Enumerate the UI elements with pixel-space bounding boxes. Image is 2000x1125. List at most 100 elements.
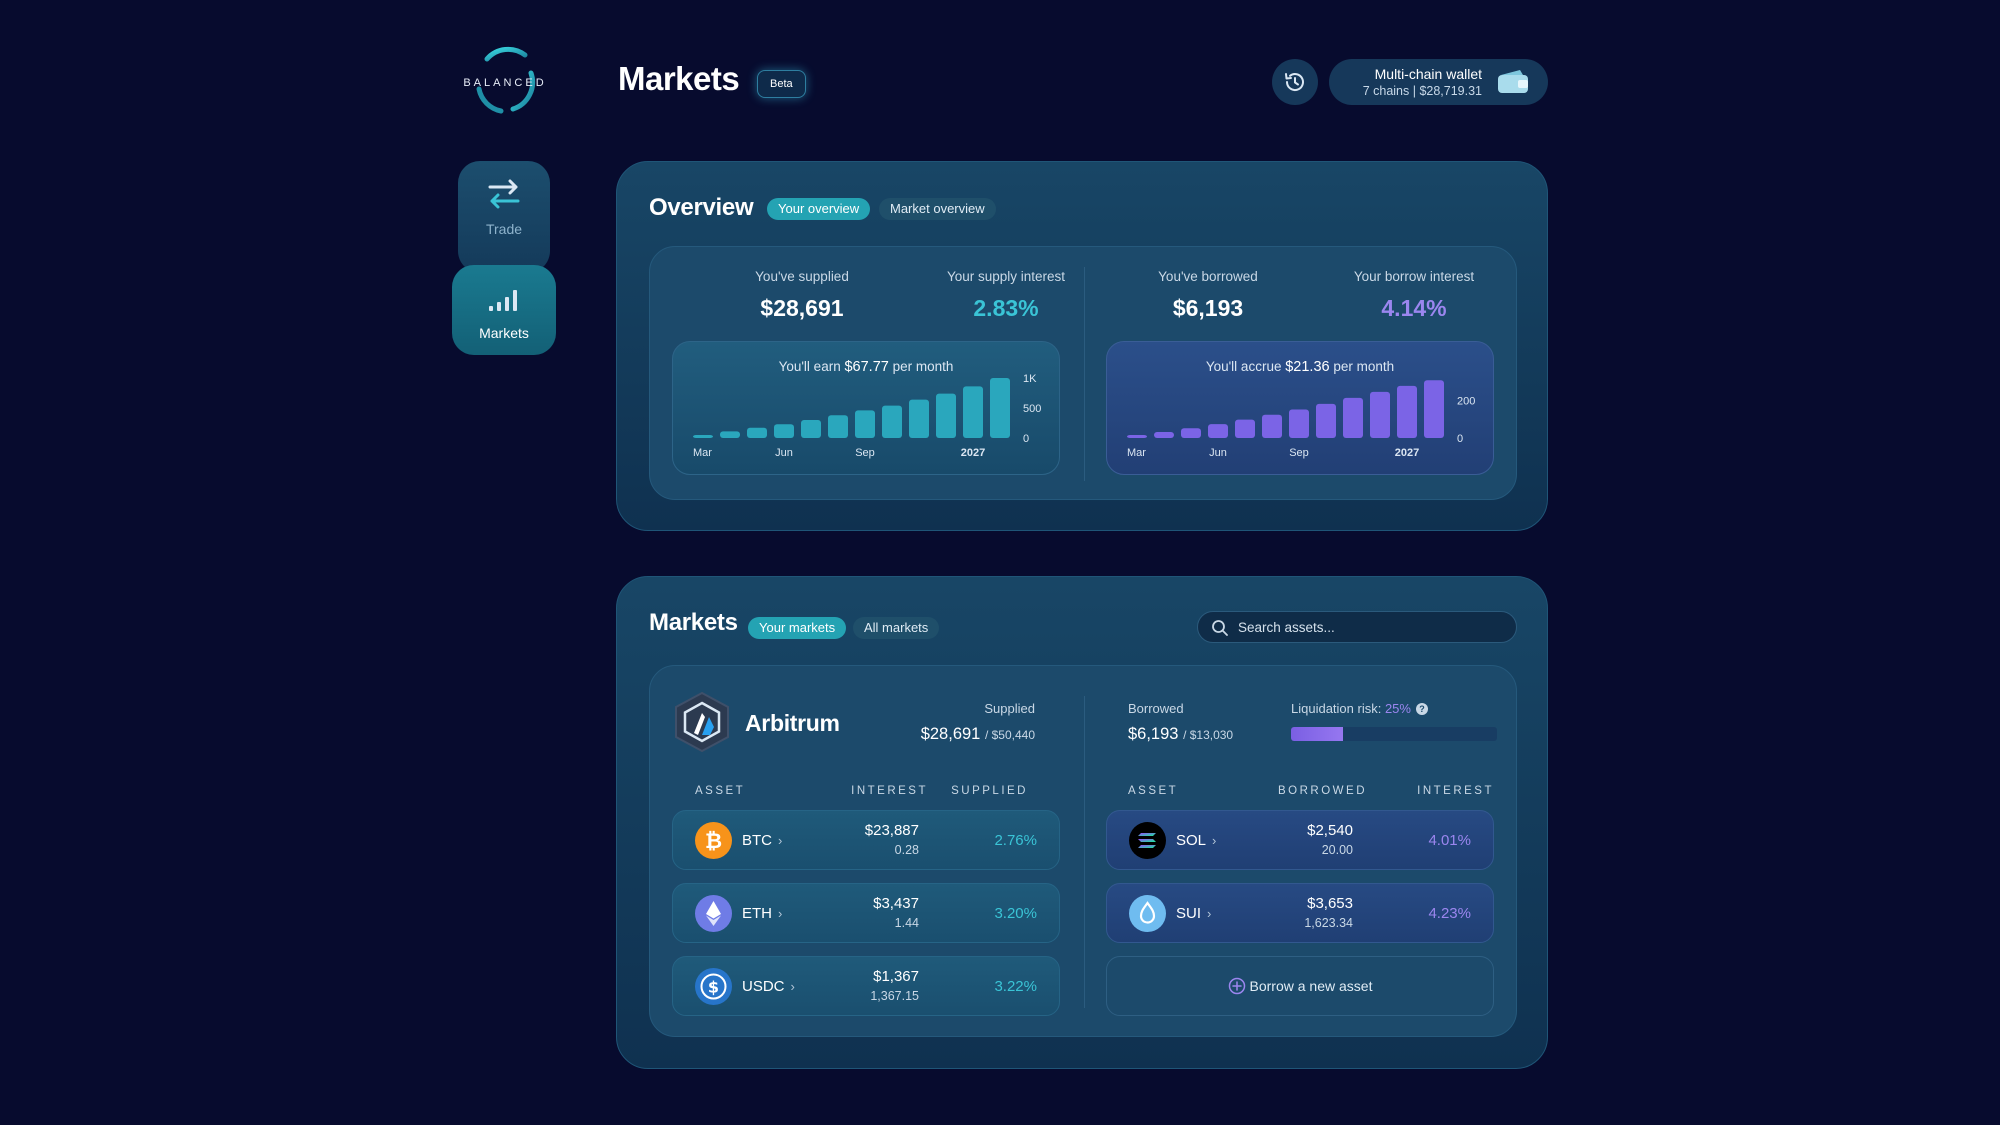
accrue-prefix: You'll accrue [1205, 359, 1282, 374]
plus-circle-icon [1228, 977, 1245, 995]
borrow-new-asset-text: Borrow a new asset [1249, 978, 1373, 994]
overview-panel: Overview Your overview Market overview Y… [616, 161, 1548, 531]
history-button[interactable] [1272, 59, 1318, 105]
beta-badge: Beta [757, 70, 806, 98]
tab-your-markets[interactable]: Your markets [748, 617, 847, 639]
borrow-col-borrowed: BORROWED [1278, 785, 1367, 797]
asset-symbol: ETH › [742, 905, 782, 922]
search-box[interactable] [1197, 611, 1517, 643]
borrow-new-asset-button[interactable]: Borrow a new asset [1106, 956, 1494, 1016]
borrow-interest-label: Your borrow interest [1353, 269, 1475, 284]
supplied-asset-row-btc[interactable]: ₿ BTC › $23,887 0.28 2.76% [672, 810, 1060, 870]
chart-bar [1127, 435, 1147, 438]
tab-all-markets[interactable]: All markets [853, 617, 940, 639]
chevron-right-icon: › [778, 906, 783, 921]
ethereum-icon [695, 895, 732, 932]
supply-interest-label: Your supply interest [946, 269, 1066, 284]
chart-bar [1343, 397, 1363, 438]
borrow-col-interest: INTEREST [1417, 785, 1494, 797]
supply-chart-svg: Mar Jun Sep 2027 0 500 1K [693, 373, 1041, 459]
arbitrum-market-card: Arbitrum Supplied $28,691 / $50,440 Borr… [649, 665, 1517, 1037]
asset-interest-rate: 3.20% [994, 905, 1037, 922]
asset-symbol: BTC › [742, 832, 782, 849]
asset-symbol-text: SUI [1176, 905, 1202, 922]
borrowed-asset-row-sol[interactable]: SOL › $2,540 20.00 4.01% [1106, 810, 1494, 870]
accrue-projection-text: You'll accrue $21.36 per month [1107, 359, 1493, 375]
borrowed-value: $6,193 [1172, 295, 1244, 321]
chain-name: Arbitrum [745, 710, 840, 736]
sidebar-item-trade[interactable]: Trade [458, 161, 550, 273]
chain-supplied-cap: / $50,440 [984, 728, 1035, 742]
asset-usd-value: $1,367 [873, 968, 919, 985]
arbitrum-logo-icon [675, 691, 729, 753]
borrow-interest-value: 4.14% [1381, 295, 1447, 321]
chart-bar [963, 386, 983, 438]
supplied-asset-row-usdc[interactable]: $ USDC › $1,367 1,367.15 3.22% [672, 956, 1060, 1016]
chain-borrowed-amount: $6,193 [1128, 725, 1179, 743]
supplied-asset-row-eth[interactable]: ETH › $3,437 1.44 3.20% [672, 883, 1060, 943]
borrow-accrual-chart: Mar Jun Sep 2027 0 200 You'll accrue $21.36 p… [1106, 341, 1494, 475]
chart-bar [693, 435, 713, 438]
x-tick-label: Mar [1127, 447, 1146, 459]
x-tick-label: Jun [775, 447, 793, 459]
markets-title: Markets [649, 609, 738, 636]
asset-symbol-text: USDC [742, 978, 785, 995]
chart-bar [855, 410, 875, 438]
search-input[interactable] [1238, 612, 1508, 642]
bitcoin-icon: ₿ [695, 822, 732, 859]
sidebar-item-markets[interactable]: Markets [452, 265, 556, 355]
asset-symbol-text: SOL [1176, 832, 1207, 849]
chart-bar [1208, 424, 1228, 438]
earn-amount: $67.77 [844, 359, 889, 375]
supply-col-supplied: SUPPLIED [951, 785, 1028, 797]
help-icon[interactable]: ? [1415, 703, 1428, 715]
asset-interest-rate: 4.23% [1428, 905, 1471, 922]
chart-bar [1370, 391, 1390, 438]
logo-text: BALANCED [463, 77, 547, 89]
asset-amount: $23,887 0.28 [865, 822, 919, 857]
asset-usd-value: $23,887 [864, 822, 919, 839]
svg-text:$: $ [708, 978, 719, 997]
divider [1084, 696, 1085, 1008]
asset-usd-value: $2,540 [1307, 822, 1353, 839]
chain-supplied-value: $28,691 / $50,440 [921, 725, 1035, 744]
signal-bars-icon [489, 290, 517, 311]
supply-col-asset: ASSET [695, 785, 746, 797]
x-tick-label: 2027 [961, 447, 985, 459]
page-title: Markets [618, 60, 740, 97]
earn-suffix: per month [892, 359, 954, 374]
chain-borrowed-value: $6,193 / $13,030 [1128, 725, 1233, 744]
asset-symbol: USDC › [742, 978, 795, 995]
chevron-right-icon: › [1207, 906, 1212, 921]
tab-your-overview[interactable]: Your overview [767, 198, 871, 220]
chart-bar [774, 424, 794, 438]
chart-bar [1235, 419, 1255, 438]
chart-bar [1262, 414, 1282, 438]
chart-bar [1154, 432, 1174, 438]
multichain-wallet-button[interactable]: Multi-chain wallet 7 chains | $28,719.31 [1329, 59, 1548, 105]
accrue-suffix: per month [1333, 359, 1395, 374]
sui-icon [1129, 895, 1166, 932]
borrowed-label: You've borrowed [1158, 269, 1258, 284]
asset-quantity: 1,623.34 [1304, 916, 1353, 930]
overview-summary-card: You've supplied $28,691 Your supply inte… [649, 246, 1517, 500]
chevron-right-icon: › [778, 833, 783, 848]
svg-text:₿: ₿ [705, 829, 722, 853]
balanced-logo[interactable]: BALANCED [455, 45, 555, 120]
x-tick-label: Sep [1289, 447, 1309, 459]
asset-interest-rate: 2.76% [994, 832, 1037, 849]
y-tick-label: 500 [1023, 403, 1041, 415]
chart-bar [1289, 409, 1309, 438]
x-tick-label: Mar [693, 447, 712, 459]
chart-bar [882, 405, 902, 438]
wallet-subtitle: 7 chains | $28,719.31 [1362, 84, 1482, 98]
chain-supplied-label: Supplied [984, 701, 1035, 716]
asset-symbol: SOL › [1176, 832, 1216, 849]
supply-col-interest: INTEREST [851, 785, 928, 797]
chart-bar [747, 427, 767, 438]
borrowed-asset-row-sui[interactable]: SUI › $3,653 1,623.34 4.23% [1106, 883, 1494, 943]
asset-quantity: 20.00 [1321, 843, 1353, 857]
asset-amount: $2,540 20.00 [1307, 822, 1353, 857]
x-tick-label: 2027 [1395, 447, 1419, 459]
tab-market-overview[interactable]: Market overview [879, 198, 996, 220]
